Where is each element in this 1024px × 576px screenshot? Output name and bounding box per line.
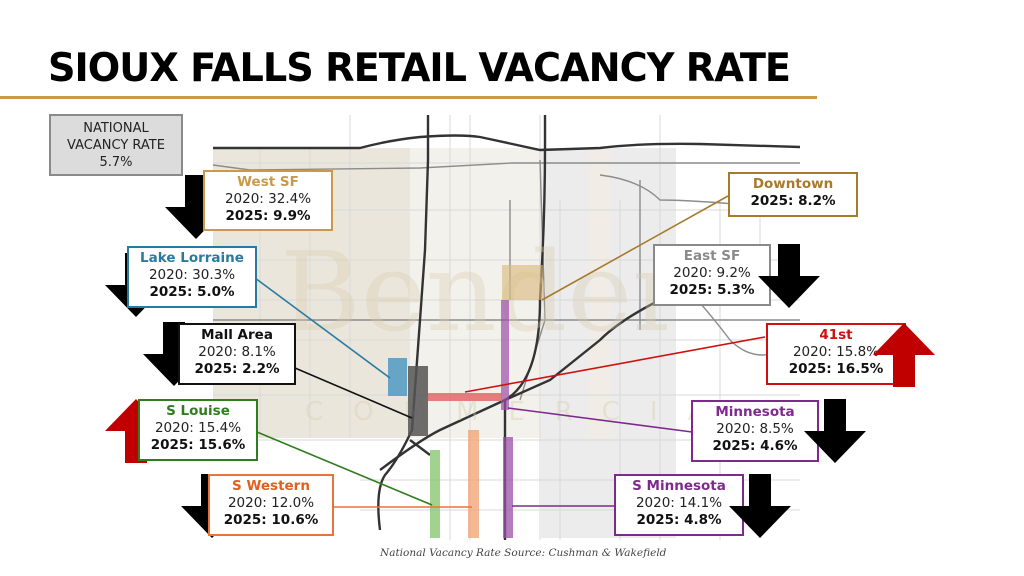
rate-2020: 2020: 12.0% (227, 495, 315, 511)
rate-2020: 2020: 15.4% (154, 420, 242, 436)
rate-2020: 2020: 14.1% (635, 495, 723, 511)
rate-2025: 2025: 4.6% (712, 438, 798, 454)
page-title: SIOUX FALLS RETAIL VACANCY RATE (48, 46, 791, 91)
national-label-line1: NATIONAL (83, 121, 149, 136)
lake-lorraine-highlight (388, 358, 407, 396)
submarket-card-west-sf: West SF 2020: 32.4% 2025: 9.9% (203, 170, 333, 231)
submarket-name: S Western (232, 478, 310, 494)
submarket-name: S Minnesota (632, 478, 726, 494)
title-underline (0, 96, 817, 99)
watermark-logo: Bender (280, 228, 685, 356)
rate-2020: 2020: 9.2% (673, 265, 751, 281)
national-rate-value: 5.7% (99, 155, 133, 170)
national-vacancy-rate-box: NATIONAL VACANCY RATE 5.7% (49, 114, 183, 176)
rate-2025: 2025: 9.9% (225, 208, 311, 224)
s-western-highlight (468, 430, 479, 538)
submarket-card-mall-area: Mall Area 2020: 8.1% 2025: 2.2% (178, 323, 296, 385)
source-footnote: National Vacancy Rate Source: Cushman & … (380, 547, 667, 559)
rate-2025: 2025: 16.5% (788, 361, 884, 377)
rate-2025: 2025: 8.2% (750, 193, 836, 209)
submarket-card-lake-lorraine: Lake Lorraine 2020: 30.3% 2025: 5.0% (127, 246, 257, 308)
national-label-line2: VACANCY RATE (67, 138, 165, 153)
submarket-name: 41st (819, 327, 853, 343)
submarket-card-s-western: S Western 2020: 12.0% 2025: 10.6% (208, 474, 334, 536)
downtown-highlight (502, 265, 543, 300)
rate-2020: 2020: 8.5% (716, 421, 794, 437)
submarket-name: Minnesota (715, 404, 795, 420)
rate-2025: 2025: 4.8% (636, 512, 722, 528)
rate-2020: 2020: 8.1% (198, 344, 276, 360)
rate-2025: 2025: 10.6% (223, 512, 319, 528)
rate-2020: 2020: 15.8% (792, 344, 880, 360)
rate-2025: 2025: 5.0% (149, 284, 235, 300)
submarket-name: Mall Area (201, 327, 273, 343)
s-minnesota-highlight (503, 437, 513, 538)
rate-2025: 2025: 15.6% (150, 437, 246, 453)
submarket-name: Lake Lorraine (140, 250, 244, 266)
rate-2020: 2020: 32.4% (224, 191, 312, 207)
arrow-down-icon (804, 399, 866, 463)
arrow-down-icon (758, 244, 820, 308)
submarket-name: S Louise (166, 403, 230, 419)
submarket-name: Downtown (752, 176, 834, 192)
rate-2025: 2025: 5.3% (669, 282, 755, 298)
s-louise-highlight (430, 450, 440, 538)
arrow-down-icon (729, 474, 791, 538)
submarket-card-downtown: Downtown 2025: 8.2% (728, 172, 858, 217)
arrow-up-icon (873, 323, 935, 387)
rate-2020: 2020: 30.3% (148, 267, 236, 283)
submarket-card-s-minnesota: S Minnesota 2020: 14.1% 2025: 4.8% (614, 474, 744, 536)
submarket-card-s-louise: S Louise 2020: 15.4% 2025: 15.6% (138, 399, 258, 461)
svg-text:COMMERCIAL: COMMERCIAL (305, 397, 780, 427)
41st-highlight (428, 393, 502, 401)
submarket-name: West SF (237, 174, 299, 190)
submarket-name: East SF (683, 248, 741, 264)
minnesota-highlight (501, 300, 509, 410)
submarket-card-east-sf: East SF 2020: 9.2% 2025: 5.3% (653, 244, 771, 306)
mall-area-highlight (408, 366, 428, 436)
submarket-card-minnesota: Minnesota 2020: 8.5% 2025: 4.6% (691, 400, 819, 462)
rate-2025: 2025: 2.2% (194, 361, 280, 377)
